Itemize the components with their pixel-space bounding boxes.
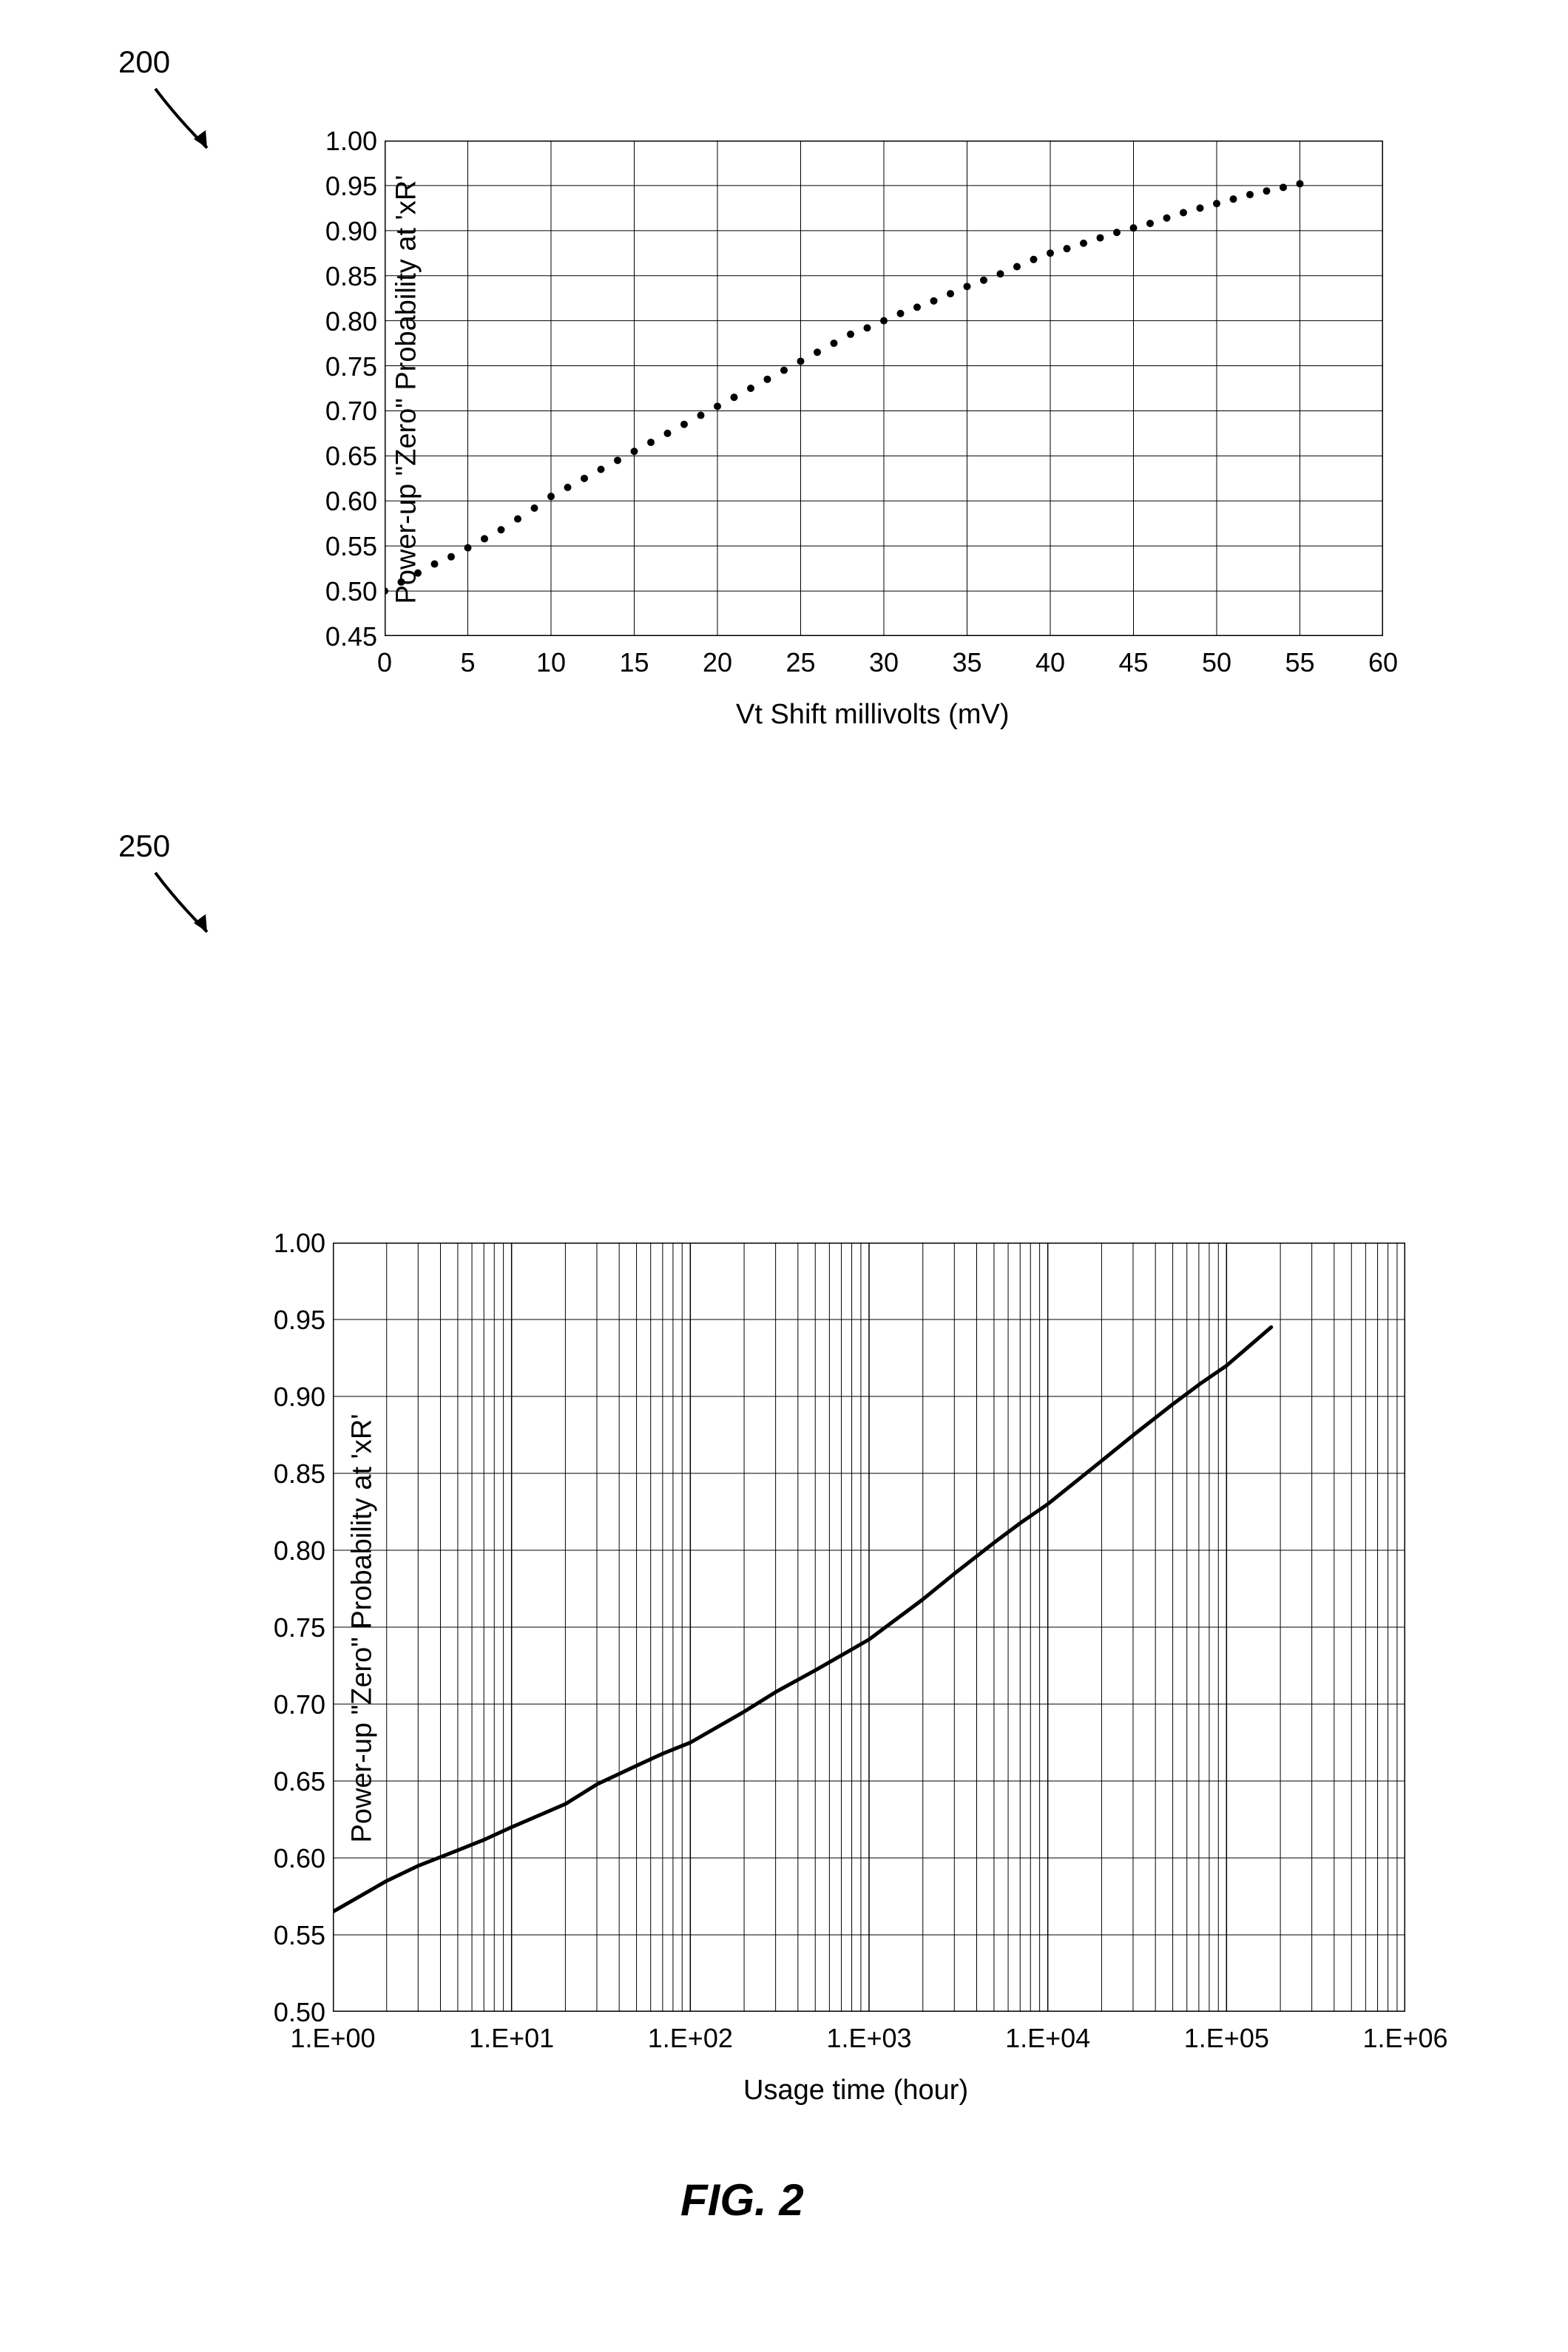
- chart-200-xtick: 55: [1278, 647, 1322, 678]
- chart-200-xtick: 15: [612, 647, 657, 678]
- chart-200-ytick: 0.85: [311, 261, 377, 292]
- chart-200-ytick: 0.80: [311, 306, 377, 337]
- ref-arrow-200: [148, 81, 237, 163]
- chart-250-xtick: 1.E+02: [638, 2023, 742, 2054]
- chart-250-ytick: 0.55: [259, 1920, 325, 1951]
- chart-250-ytick: 0.90: [259, 1382, 325, 1413]
- chart-200-xlabel: Vt Shift millivolts (mV): [736, 699, 1009, 731]
- ref-arrow-250: [148, 865, 237, 947]
- chart-200-xtick: 5: [446, 647, 490, 678]
- chart-200-xtick: 60: [1361, 647, 1405, 678]
- chart-250-ylabel: Power-up "Zero" Probability at 'xR': [347, 1413, 379, 1842]
- ref-label-250: 250: [118, 828, 170, 864]
- chart-250-xtick: 1.E+00: [281, 2023, 385, 2054]
- chart-200-xtick: 35: [945, 647, 990, 678]
- chart-250-plot: [333, 1243, 1405, 2012]
- chart-200-ytick: 0.60: [311, 486, 377, 517]
- chart-200-xtick: 50: [1194, 647, 1239, 678]
- chart-200-ytick: 0.75: [311, 351, 377, 382]
- chart-200-ytick: 0.90: [311, 216, 377, 247]
- chart-200-xtick: 25: [779, 647, 823, 678]
- chart-250-ytick: 0.75: [259, 1612, 325, 1643]
- chart-250-xtick: 1.E+06: [1354, 2023, 1457, 2054]
- chart-200-xtick: 10: [529, 647, 573, 678]
- figure-label: FIG. 2: [680, 2174, 804, 2226]
- chart-250-ytick: 0.70: [259, 1689, 325, 1720]
- chart-200-xtick: 40: [1028, 647, 1072, 678]
- chart-250-xtick: 1.E+03: [817, 2023, 921, 2054]
- chart-200-xtick: 20: [695, 647, 740, 678]
- chart-200-ylabel: Power-up "Zero" Probability at 'xR': [391, 175, 423, 604]
- chart-250-ytick: 0.60: [259, 1843, 325, 1874]
- chart-250-xtick: 1.E+01: [460, 2023, 564, 2054]
- chart-200-ytick: 0.70: [311, 396, 377, 427]
- chart-200-xtick: 45: [1112, 647, 1156, 678]
- chart-250-ytick: 1.00: [259, 1228, 325, 1259]
- chart-250-ytick: 0.65: [259, 1766, 325, 1797]
- chart-200-ytick: 0.95: [311, 171, 377, 202]
- chart-250-xtick: 1.E+05: [1175, 2023, 1278, 2054]
- chart-250-ytick: 0.95: [259, 1305, 325, 1336]
- chart-250-ytick: 0.80: [259, 1535, 325, 1567]
- chart-200-ytick: 0.55: [311, 531, 377, 562]
- chart-200-plot: [385, 141, 1383, 636]
- chart-200-ytick: 0.65: [311, 441, 377, 472]
- chart-200-xtick: 0: [362, 647, 407, 678]
- chart-250-ytick: 0.85: [259, 1459, 325, 1490]
- chart-250-xlabel: Usage time (hour): [743, 2075, 968, 2106]
- chart-200-ytick: 1.00: [311, 126, 377, 157]
- ref-label-200: 200: [118, 44, 170, 80]
- chart-200-ytick: 0.50: [311, 576, 377, 607]
- chart-200-xtick: 30: [862, 647, 906, 678]
- chart-250-xtick: 1.E+04: [996, 2023, 1100, 2054]
